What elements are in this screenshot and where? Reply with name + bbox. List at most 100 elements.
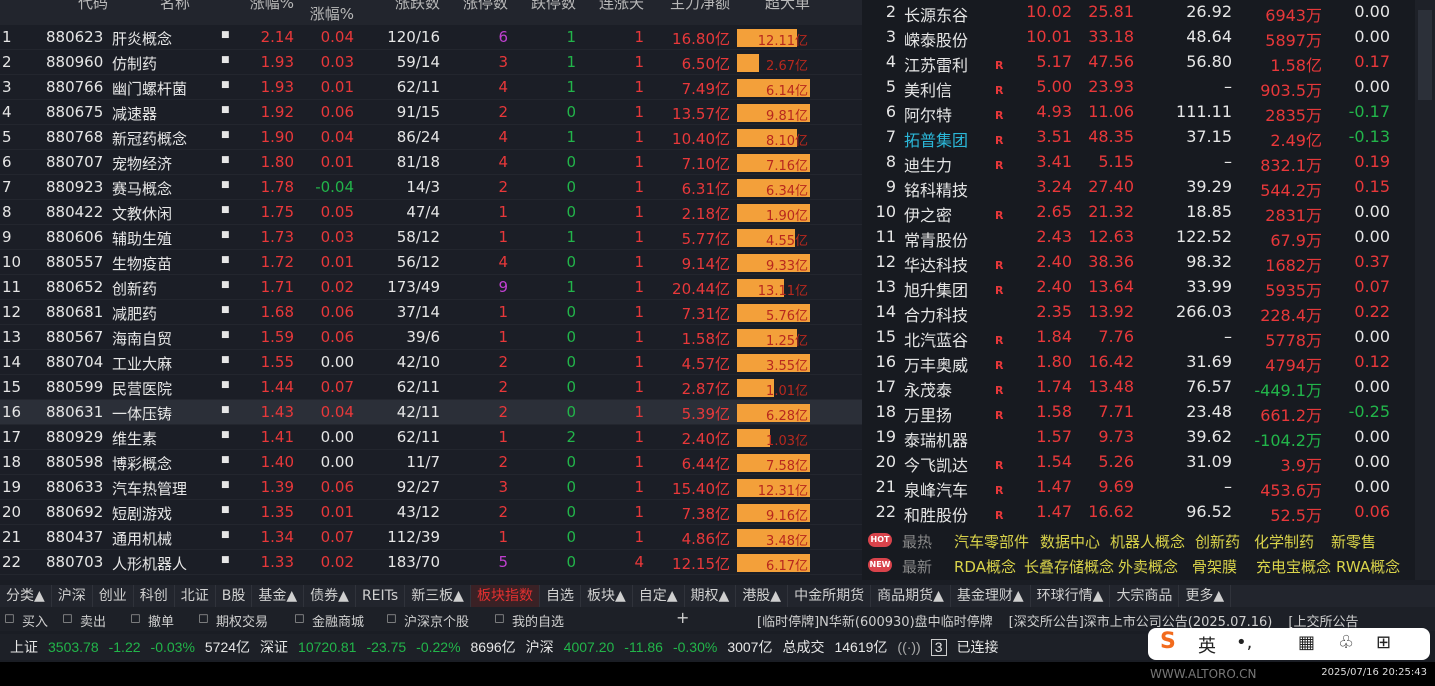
stock-row[interactable]: 4 江苏雷利 R 5.17 47.56 56.80 1.58亿 0.17 xyxy=(862,50,1415,75)
stock-name[interactable]: 嵘泰股份 xyxy=(904,31,969,50)
column-header[interactable]: 涨幅% xyxy=(309,5,354,23)
table-row[interactable]: 12 880681 减肥药 1.68 0.06 37/14 1 0 1 7.31亿 ■ 5.76亿 xyxy=(0,300,862,325)
table-row[interactable]: 11 880652 创新药 1.71 0.02 173/49 9 1 1 20.44亿 ■ 13.11… xyxy=(0,275,862,300)
column-header[interactable]: 超大单 xyxy=(764,0,810,12)
mall-icon[interactable]: ◻ xyxy=(294,611,305,626)
tab-14[interactable]: 期权▲ xyxy=(685,585,737,607)
toolbar-2[interactable]: 撤单 xyxy=(148,615,175,630)
stock-name[interactable]: 迪生力 xyxy=(904,156,953,175)
stock-name[interactable]: 阿尔特 xyxy=(904,106,953,125)
table-row[interactable]: 16 880631 一体压铸 1.43 0.04 42/11 2 0 1 5.39亿 ■ 6.28亿 xyxy=(0,400,862,425)
stock-row[interactable]: 2 长源东谷 10.02 25.81 26.92 6943万 0.00 xyxy=(862,0,1415,25)
stock-name[interactable]: 伊之密 xyxy=(904,206,953,225)
skin-icon[interactable]: ♧ xyxy=(1338,632,1355,653)
table-row[interactable]: 19 880633 汽车热管理 1.39 0.06 92/27 3 0 1 15.40亿 ■ 12.3… xyxy=(0,475,862,500)
stock-name[interactable]: 泉峰汽车 xyxy=(904,481,969,500)
hot-concept-link[interactable]: 机器人概念 xyxy=(1110,533,1186,551)
stock-name[interactable]: 拓普集团 xyxy=(904,131,969,150)
column-header[interactable]: 涨跌数 xyxy=(394,0,440,12)
watchlist-icon[interactable]: ◻ xyxy=(494,611,505,626)
connection-status[interactable]: 已连接 xyxy=(956,639,999,655)
tab-16[interactable]: 中金所期货 xyxy=(788,585,872,607)
table-row[interactable]: 9 880606 辅助生殖 1.73 0.03 58/12 1 1 1 5.77亿 ■ 4.55亿 xyxy=(0,225,862,250)
hot-concept-link[interactable]: 新零售 xyxy=(1331,533,1377,551)
stock-row[interactable]: 18 万里扬 R 1.58 7.71 23.48 661.2万 -0.25 xyxy=(862,400,1415,425)
cancel-icon[interactable]: ◻ xyxy=(130,611,141,626)
keyboard-icon[interactable]: ▦ xyxy=(1298,632,1316,653)
new-concept-link[interactable]: 充电宝概念 xyxy=(1256,558,1332,576)
tab-9[interactable]: 新三板▲ xyxy=(405,585,471,607)
table-row[interactable]: 6 880707 宠物经济 1.80 0.01 81/18 4 0 1 7.10亿 ■ 7.16亿 xyxy=(0,150,862,175)
table-row[interactable]: 15 880599 民营医院 1.44 0.07 62/11 2 0 1 2.87亿 ■ 1.01亿 xyxy=(0,375,862,400)
tab-19[interactable]: 环球行情▲ xyxy=(1031,585,1111,607)
stock-name[interactable]: 合力科技 xyxy=(904,306,969,325)
hot-concept-link[interactable]: 汽车零部件 xyxy=(954,533,1030,551)
ime-toolbar[interactable]: S 英 •, ▦ ♧ ⊞ xyxy=(1148,628,1430,660)
new-concept-link[interactable]: 骨架膜 xyxy=(1192,558,1238,576)
stock-row[interactable]: 7 拓普集团 R 3.51 48.35 37.15 2.49亿 -0.13 xyxy=(862,125,1415,150)
new-concept-link[interactable]: RWA概念 xyxy=(1336,558,1401,576)
stock-row[interactable]: 21 泉峰汽车 R 1.47 9.69 – 453.6万 0.00 xyxy=(862,475,1415,500)
add-icon[interactable]: + xyxy=(676,608,690,627)
stock-name[interactable]: 旭升集团 xyxy=(904,281,969,300)
table-row[interactable]: 18 880598 博彩概念 1.40 0.00 11/7 2 0 1 6.44亿 ■ 7.58亿 xyxy=(0,450,862,475)
table-row[interactable]: 1 880623 肝炎概念 2.14 0.04 120/16 6 1 1 16.80亿 ■ 12.11… xyxy=(0,25,862,50)
tab-6[interactable]: 基金▲ xyxy=(252,585,305,607)
column-header[interactable]: 涨幅% xyxy=(249,0,294,12)
tab-3[interactable]: 科创 xyxy=(134,585,175,607)
stock-row[interactable]: 22 和胜股份 R 1.47 16.62 96.52 52.5万 0.06 xyxy=(862,500,1415,525)
toolbar-4[interactable]: 金融商城 xyxy=(312,615,365,630)
table-row[interactable]: 5 880768 新冠药概念 1.90 0.04 86/24 4 1 1 10.40亿 ■ 8.10亿 xyxy=(0,125,862,150)
apps-icon[interactable]: ⊞ xyxy=(1376,632,1392,653)
table-row[interactable]: 14 880704 工业大麻 1.55 0.00 42/10 2 0 1 4.57亿 ■ 3.55亿 xyxy=(0,350,862,375)
stock-row[interactable]: 14 合力科技 2.35 13.92 266.03 228.4万 0.22 xyxy=(862,300,1415,325)
tab-0[interactable]: 分类▲ xyxy=(0,585,52,607)
stock-name[interactable]: 北汽蓝谷 xyxy=(904,331,969,350)
new-concept-link[interactable]: RDA概念 xyxy=(954,558,1016,576)
column-header[interactable]: 跌停数 xyxy=(530,0,576,12)
stock-name[interactable]: 和胜股份 xyxy=(904,506,969,525)
column-header[interactable]: 主力净额 xyxy=(669,0,730,12)
stock-name[interactable]: 长源东谷 xyxy=(904,6,969,25)
column-header[interactable]: 名称 xyxy=(159,0,190,12)
stock-row[interactable]: 9 铭科精技 3.24 27.40 39.29 544.2万 0.15 xyxy=(862,175,1415,200)
ticker-item[interactable]: [上交所公告 xyxy=(1288,615,1359,630)
hot-concept-link[interactable]: 数据中心 xyxy=(1040,533,1101,551)
tab-7[interactable]: 债券▲ xyxy=(304,585,356,607)
stock-name[interactable]: 万丰奥威 xyxy=(904,356,969,375)
stock-row[interactable]: 10 伊之密 R 2.65 21.32 18.85 2831万 0.00 xyxy=(862,200,1415,225)
sell-icon[interactable]: ◻ xyxy=(62,611,73,626)
stock-name[interactable]: 今飞凯达 xyxy=(904,456,969,475)
tab-18[interactable]: 基金理财▲ xyxy=(951,585,1031,607)
tab-4[interactable]: 北证 xyxy=(175,585,216,607)
stocks-icon[interactable]: ◻ xyxy=(386,611,397,626)
stock-name[interactable]: 常青股份 xyxy=(904,231,969,250)
stock-row[interactable]: 8 迪生力 R 3.41 5.15 – 832.1万 0.19 xyxy=(862,150,1415,175)
tab-17[interactable]: 商品期货▲ xyxy=(871,585,951,607)
ticker-item[interactable]: [临时停牌]N华新(600930)盘中临时停牌 xyxy=(757,615,993,630)
tab-20[interactable]: 大宗商品 xyxy=(1110,585,1180,607)
scrollbar-thumb[interactable] xyxy=(1418,10,1432,100)
tab-15[interactable]: 港股▲ xyxy=(736,585,789,607)
hot-concept-link[interactable]: 创新药 xyxy=(1195,533,1241,551)
stock-row[interactable]: 15 北汽蓝谷 R 1.84 7.76 – 5778万 0.00 xyxy=(862,325,1415,350)
table-row[interactable]: 21 880437 通用机械 1.34 0.07 112/39 1 0 1 4.86亿 ■ 3.48亿 xyxy=(0,525,862,550)
toolbar-1[interactable]: 卖出 xyxy=(80,615,107,630)
tab-5[interactable]: B股 xyxy=(216,585,253,607)
tab-2[interactable]: 创业 xyxy=(93,585,134,607)
table-row[interactable]: 3 880766 幽门螺杆菌 1.93 0.01 62/11 4 1 1 7.49亿 ■ 6.14亿 xyxy=(0,75,862,100)
stock-row[interactable]: 6 阿尔特 R 4.93 11.06 111.11 2835万 -0.17 xyxy=(862,100,1415,125)
stock-name[interactable]: 江苏雷利 xyxy=(904,56,969,75)
stock-row[interactable]: 3 嵘泰股份 10.01 33.18 48.64 5897万 0.00 xyxy=(862,25,1415,50)
stock-row[interactable]: 5 美利信 R 5.00 23.93 – 903.5万 0.00 xyxy=(862,75,1415,100)
stock-name[interactable]: 万里扬 xyxy=(904,406,953,425)
stock-name[interactable]: 华达科技 xyxy=(904,256,969,275)
toolbar-0[interactable]: 买入 xyxy=(22,615,49,630)
stock-name[interactable]: 泰瑞机器 xyxy=(904,431,969,450)
stock-row[interactable]: 17 永茂泰 R 1.74 13.48 76.57 -449.1万 0.00 xyxy=(862,375,1415,400)
table-row[interactable]: 13 880567 海南自贸 1.59 0.06 39/6 1 0 1 1.58亿 ■ 1.25亿 xyxy=(0,325,862,350)
tab-10[interactable]: 板块指数 xyxy=(470,585,540,607)
stock-name[interactable]: 永茂泰 xyxy=(904,381,953,400)
new-concept-link[interactable]: 外卖概念 xyxy=(1118,558,1179,576)
stock-row[interactable]: 12 华达科技 R 2.40 38.36 98.32 1682万 0.37 xyxy=(862,250,1415,275)
